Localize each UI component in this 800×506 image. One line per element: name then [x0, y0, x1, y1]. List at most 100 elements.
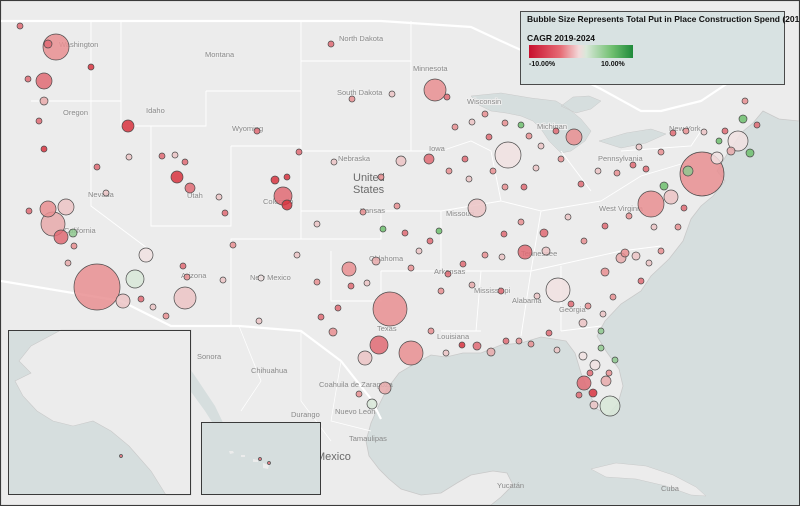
- city-bubble[interactable]: [715, 137, 723, 145]
- city-bubble[interactable]: [35, 72, 53, 90]
- city-bubble[interactable]: [395, 155, 407, 167]
- city-bubble[interactable]: [379, 225, 387, 233]
- city-bubble[interactable]: [334, 304, 342, 312]
- city-bubble[interactable]: [313, 220, 321, 228]
- city-bubble[interactable]: [485, 133, 493, 141]
- city-bubble[interactable]: [565, 128, 583, 146]
- city-bubble[interactable]: [600, 375, 612, 387]
- city-bubble[interactable]: [179, 262, 187, 270]
- city-bubble[interactable]: [637, 277, 645, 285]
- city-bubble[interactable]: [444, 270, 452, 278]
- city-bubble[interactable]: [40, 145, 48, 153]
- city-bubble[interactable]: [137, 295, 145, 303]
- city-bubble[interactable]: [584, 302, 592, 310]
- city-bubble[interactable]: [745, 148, 755, 158]
- city-bubble[interactable]: [578, 351, 588, 361]
- city-bubble[interactable]: [437, 287, 445, 295]
- city-bubble[interactable]: [215, 193, 223, 201]
- city-bubble[interactable]: [580, 237, 588, 245]
- city-bubble[interactable]: [599, 395, 621, 417]
- city-bubble[interactable]: [442, 349, 450, 357]
- city-bubble[interactable]: [64, 259, 72, 267]
- city-bubble[interactable]: [330, 158, 338, 166]
- city-bubble[interactable]: [501, 183, 509, 191]
- city-bubble[interactable]: [520, 183, 528, 191]
- city-bubble[interactable]: [341, 261, 357, 277]
- city-bubble[interactable]: [586, 369, 594, 377]
- city-bubble[interactable]: [663, 189, 679, 205]
- city-bubble[interactable]: [502, 337, 510, 345]
- city-bubble[interactable]: [102, 189, 110, 197]
- city-bubble[interactable]: [258, 457, 262, 461]
- city-bubble[interactable]: [669, 129, 677, 137]
- city-bubble[interactable]: [39, 96, 49, 106]
- city-bubble[interactable]: [125, 269, 145, 289]
- city-bubble[interactable]: [642, 165, 650, 173]
- city-bubble[interactable]: [181, 158, 189, 166]
- city-bubble[interactable]: [481, 110, 489, 118]
- city-bubble[interactable]: [371, 256, 381, 266]
- city-bubble[interactable]: [348, 95, 356, 103]
- city-bubble[interactable]: [372, 291, 408, 327]
- city-bubble[interactable]: [149, 303, 157, 311]
- city-bubble[interactable]: [25, 207, 33, 215]
- city-bubble[interactable]: [753, 121, 761, 129]
- city-bubble[interactable]: [377, 173, 385, 181]
- city-bubble[interactable]: [267, 461, 271, 465]
- city-bubble[interactable]: [445, 167, 453, 175]
- city-bubble[interactable]: [674, 223, 682, 231]
- city-bubble[interactable]: [545, 277, 571, 303]
- city-bubble[interactable]: [539, 228, 549, 238]
- city-bubble[interactable]: [162, 312, 170, 320]
- city-bubble[interactable]: [645, 259, 653, 267]
- city-bubble[interactable]: [115, 293, 131, 309]
- city-bubble[interactable]: [557, 155, 565, 163]
- city-bubble[interactable]: [710, 151, 724, 165]
- city-bubble[interactable]: [657, 247, 665, 255]
- city-bubble[interactable]: [16, 22, 24, 30]
- city-bubble[interactable]: [605, 369, 613, 377]
- city-bubble[interactable]: [567, 300, 575, 308]
- city-bubble[interactable]: [515, 337, 523, 345]
- city-bubble[interactable]: [629, 161, 637, 169]
- city-bubble[interactable]: [741, 97, 749, 105]
- city-bubble[interactable]: [423, 153, 435, 165]
- city-bubble[interactable]: [726, 146, 736, 156]
- city-bubble[interactable]: [625, 212, 633, 220]
- city-bubble[interactable]: [578, 318, 588, 328]
- city-bubble[interactable]: [327, 40, 335, 48]
- city-bubble[interactable]: [363, 279, 371, 287]
- city-bubble[interactable]: [682, 165, 694, 177]
- city-bubble[interactable]: [393, 202, 401, 210]
- city-bubble[interactable]: [426, 237, 434, 245]
- city-bubble[interactable]: [70, 242, 78, 250]
- city-bubble[interactable]: [597, 327, 605, 335]
- city-bubble[interactable]: [357, 350, 373, 366]
- city-bubble[interactable]: [545, 329, 553, 337]
- city-bubble[interactable]: [588, 388, 598, 398]
- city-bubble[interactable]: [721, 127, 729, 135]
- city-bubble[interactable]: [378, 381, 392, 395]
- city-bubble[interactable]: [620, 248, 630, 258]
- city-bubble[interactable]: [517, 218, 525, 226]
- city-bubble[interactable]: [293, 251, 301, 259]
- city-bubble[interactable]: [369, 335, 389, 355]
- city-bubble[interactable]: [650, 223, 658, 231]
- city-bubble[interactable]: [657, 148, 665, 156]
- city-bubble[interactable]: [461, 155, 469, 163]
- city-bubble[interactable]: [68, 228, 78, 238]
- city-bubble[interactable]: [57, 198, 75, 216]
- city-bubble[interactable]: [679, 151, 725, 197]
- city-bubble[interactable]: [575, 391, 583, 399]
- city-bubble[interactable]: [427, 327, 435, 335]
- city-bubble[interactable]: [53, 229, 69, 245]
- city-bubble[interactable]: [459, 260, 467, 268]
- city-bubble[interactable]: [87, 63, 95, 71]
- city-bubble[interactable]: [355, 390, 363, 398]
- city-bubble[interactable]: [589, 400, 599, 410]
- city-bubble[interactable]: [73, 263, 121, 311]
- city-bubble[interactable]: [525, 132, 533, 140]
- city-bubble[interactable]: [486, 347, 496, 357]
- city-bubble[interactable]: [494, 141, 522, 169]
